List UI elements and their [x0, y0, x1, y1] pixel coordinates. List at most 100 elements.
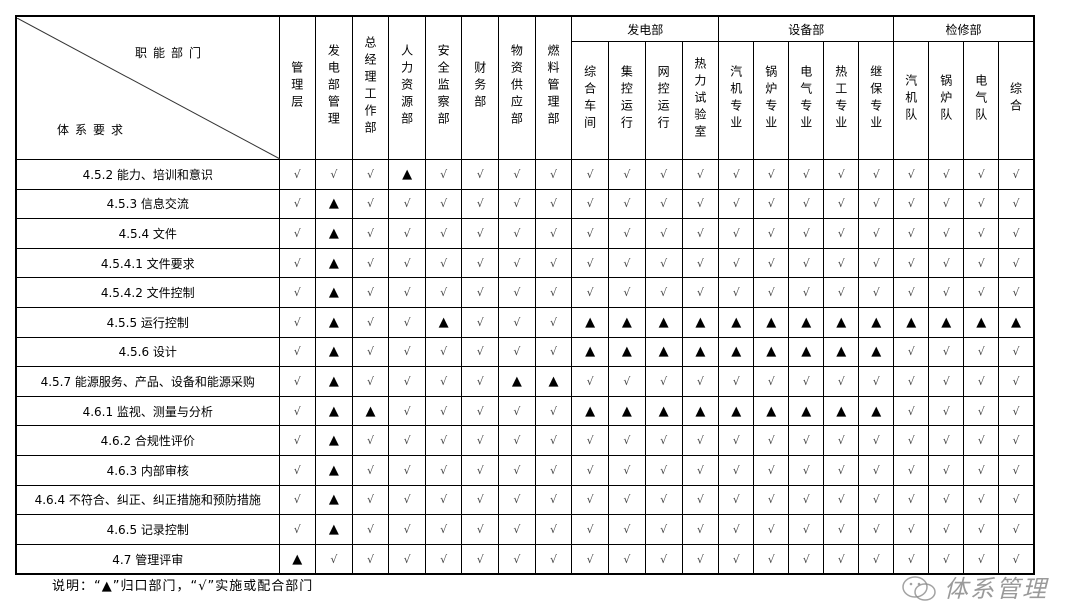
requirement-label: 4.5.6 设计 — [15, 336, 280, 368]
subcolumn-header: 电气专业 — [788, 41, 825, 160]
support-department-mark: √ — [498, 247, 536, 279]
support-department-mark: √ — [388, 425, 426, 456]
support-department-mark: √ — [278, 514, 317, 545]
lead-department-mark: ▲ — [315, 395, 353, 427]
support-department-mark: √ — [278, 159, 317, 190]
support-department-mark: √ — [351, 484, 390, 516]
support-department-mark: √ — [388, 306, 426, 338]
support-department-mark: √ — [351, 247, 390, 279]
support-department-mark: √ — [718, 188, 755, 220]
support-department-mark: √ — [461, 306, 500, 338]
subcolumn-header: 电气队 — [963, 41, 1000, 160]
table-row: 4.5.2 能力、培训和意识 √ √ √ ▲ √ √ √ √ √ √ √ √ √ √ √ √ √ √ √ √ √ — [15, 159, 1035, 190]
table-row: 4.7 管理评审 ▲ √ √ √ √ √ √ √ √ √ √ √ √ √ √ √ √ √ √ √ √ — [15, 543, 1035, 575]
requirement-label: 4.6.5 记录控制 — [15, 514, 280, 545]
support-department-mark: √ — [424, 395, 463, 427]
header-row-groups: 职能部门 体系要求 管理层 发电部管理 总经理工作部 人力资源部 安全监察部 财务部 物资供应部… — [15, 15, 1035, 160]
support-department-mark: √ — [928, 247, 965, 279]
lead-department-mark: ▲ — [788, 336, 825, 368]
support-department-mark: √ — [928, 366, 965, 397]
support-department-mark: √ — [424, 247, 463, 279]
table-row: 4.6.1 监视、测量与分析 √ ▲ ▲ √ √ √ √ √ ▲ ▲ ▲ ▲ ▲ ▲ ▲ ▲ ▲ √ √ √ √ — [15, 395, 1035, 427]
support-department-mark: √ — [718, 277, 755, 308]
support-department-mark: √ — [424, 514, 463, 545]
support-department-mark: √ — [681, 247, 720, 279]
support-department-mark: √ — [681, 188, 720, 220]
support-department-mark: √ — [278, 306, 317, 338]
table-row: 4.5.5 运行控制 √ ▲ √ √ ▲ √ √ √ ▲ ▲ ▲ ▲ ▲ ▲ ▲ ▲ ▲ ▲ ▲ ▲ ▲ — [15, 306, 1035, 338]
support-department-mark: √ — [998, 543, 1035, 575]
support-department-mark: √ — [534, 159, 573, 190]
support-department-mark: √ — [681, 159, 720, 190]
support-department-mark: √ — [608, 454, 646, 486]
lead-department-mark: ▲ — [315, 514, 353, 545]
support-department-mark: √ — [388, 218, 426, 249]
requirement-label: 4.5.4.2 文件控制 — [15, 277, 280, 308]
lead-department-mark: ▲ — [388, 159, 426, 190]
support-department-mark: √ — [571, 514, 609, 545]
support-department-mark: √ — [351, 159, 390, 190]
lead-department-mark: ▲ — [315, 277, 353, 308]
support-department-mark: √ — [718, 514, 755, 545]
table-row: 4.5.4.1 文件要求 √ ▲ √ √ √ √ √ √ √ √ √ √ √ √ √ √ √ √ √ √ √ — [15, 247, 1035, 279]
lead-department-mark: ▲ — [315, 425, 353, 456]
support-department-mark: √ — [681, 484, 720, 516]
lead-department-mark: ▲ — [315, 484, 353, 516]
group-header: 检修部 — [893, 15, 1035, 42]
requirement-label: 4.5.2 能力、培训和意识 — [15, 159, 280, 190]
lead-department-mark: ▲ — [681, 395, 720, 427]
support-department-mark: √ — [278, 218, 317, 249]
support-department-mark: √ — [461, 514, 500, 545]
subcolumn-header: 热工专业 — [823, 41, 860, 160]
support-department-mark: √ — [608, 484, 646, 516]
support-department-mark: √ — [351, 336, 390, 368]
support-department-mark: √ — [788, 188, 825, 220]
requirement-label: 4.5.7 能源服务、产品、设备和能源采购 — [15, 366, 280, 397]
support-department-mark: √ — [753, 188, 790, 220]
support-department-mark: √ — [998, 247, 1035, 279]
watermark-text: 体系管理 — [944, 575, 1048, 603]
support-department-mark: √ — [571, 247, 609, 279]
corner-header-cell: 职能部门 体系要求 — [15, 15, 280, 160]
support-department-mark: √ — [461, 277, 500, 308]
group-header: 设备部 — [718, 15, 895, 42]
support-department-mark: √ — [963, 484, 1000, 516]
support-department-mark: √ — [928, 188, 965, 220]
support-department-mark: √ — [893, 277, 930, 308]
support-department-mark: √ — [534, 247, 573, 279]
support-department-mark: √ — [461, 218, 500, 249]
support-department-mark: √ — [823, 277, 860, 308]
subcolumn-header-label: 综合 — [1008, 82, 1023, 116]
support-department-mark: √ — [823, 425, 860, 456]
support-department-mark: √ — [681, 277, 720, 308]
lead-department-mark: ▲ — [998, 306, 1035, 338]
lead-department-mark: ▲ — [315, 247, 353, 279]
subcolumn-header-label: 锅炉专业 — [763, 65, 778, 133]
support-department-mark: √ — [644, 247, 683, 279]
lead-department-mark: ▲ — [823, 306, 860, 338]
support-department-mark: √ — [718, 543, 755, 575]
support-department-mark: √ — [534, 543, 573, 575]
subcolumn-header: 综合 — [998, 41, 1035, 160]
support-department-mark: √ — [351, 514, 390, 545]
support-department-mark: √ — [424, 425, 463, 456]
support-department-mark: √ — [858, 484, 895, 516]
support-department-mark: √ — [681, 454, 720, 486]
support-department-mark: √ — [788, 159, 825, 190]
support-department-mark: √ — [858, 543, 895, 575]
lead-department-mark: ▲ — [315, 306, 353, 338]
support-department-mark: √ — [928, 218, 965, 249]
support-department-mark: √ — [928, 277, 965, 308]
support-department-mark: √ — [571, 454, 609, 486]
group-header: 发电部 — [571, 15, 720, 42]
support-department-mark: √ — [788, 218, 825, 249]
support-department-mark: √ — [388, 277, 426, 308]
support-department-mark: √ — [315, 159, 353, 190]
support-department-mark: √ — [928, 454, 965, 486]
support-department-mark: √ — [788, 247, 825, 279]
support-department-mark: √ — [351, 188, 390, 220]
support-department-mark: √ — [644, 218, 683, 249]
column-header: 燃料管理部 — [534, 15, 573, 160]
support-department-mark: √ — [858, 425, 895, 456]
support-department-mark: √ — [498, 159, 536, 190]
